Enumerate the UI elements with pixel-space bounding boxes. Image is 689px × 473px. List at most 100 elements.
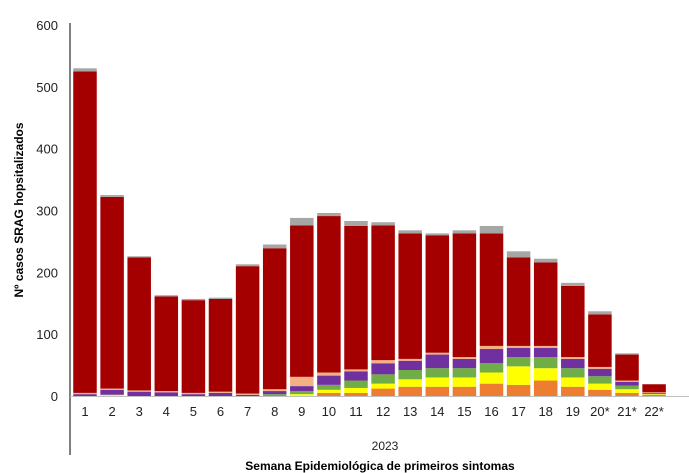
x-tick-label: 16 [484, 404, 498, 419]
bar-segment [642, 384, 666, 393]
bar-segment [262, 389, 287, 392]
bar-segment [479, 383, 504, 396]
bar-stack-17 [506, 251, 531, 396]
bar-segment [317, 372, 341, 376]
bar-segment [181, 300, 206, 393]
bar-segment [425, 386, 450, 396]
bar-segment [235, 393, 260, 395]
bar-segment [100, 196, 124, 389]
x-tick-label: 6 [217, 404, 224, 419]
bar-segment [533, 258, 558, 263]
x-axis-title: Semana Epidemiológica de primeiros sinto… [245, 459, 515, 473]
x-tick-label: 11 [349, 404, 363, 419]
bar-stack-4 [154, 295, 179, 396]
bar-segment [73, 71, 97, 393]
bar-stack-19 [561, 282, 585, 396]
bar-stack-3 [127, 256, 151, 396]
bar-segment [533, 347, 558, 358]
bar-segment [154, 295, 179, 297]
bar-segment [181, 392, 206, 395]
bar-segment [235, 264, 260, 267]
x-tick-label: 14 [430, 404, 444, 419]
bar-stack-6 [208, 297, 233, 396]
bar-stack-21* [615, 353, 639, 396]
bar-stack-8 [262, 244, 287, 396]
bar-stack-9 [290, 217, 314, 396]
bar-segment [371, 374, 395, 384]
bar-segment [371, 360, 395, 364]
bar-stacks [73, 68, 666, 396]
bar-segment [154, 391, 179, 393]
bar-segment [561, 357, 585, 359]
bar-segment [588, 389, 612, 396]
bar-segment [479, 363, 504, 373]
bar-segment [317, 212, 341, 217]
bar-segment [506, 347, 531, 358]
bar-segment [642, 392, 666, 394]
bar-segment [371, 363, 395, 375]
bar-segment [262, 244, 287, 249]
bar-segment [100, 389, 124, 395]
bar-segment [181, 394, 206, 396]
bar-segment [588, 368, 612, 377]
x-tick-label: 4 [163, 404, 170, 419]
bar-segment [425, 352, 450, 355]
bar-segment [588, 376, 612, 384]
bar-segment [398, 370, 422, 380]
y-axis-title: Nº casos SRAG hopsitalizados [12, 122, 26, 297]
x-tick-label: 21* [617, 404, 637, 419]
bar-segment [127, 391, 151, 396]
bar-segment [154, 296, 179, 392]
bar-segment [588, 366, 612, 369]
bar-segment [452, 357, 477, 359]
bar-stack-7 [235, 264, 260, 396]
bar-segment [290, 386, 314, 392]
bar-segment [452, 358, 477, 369]
bar-segment [452, 368, 477, 378]
bar-segment [262, 394, 287, 396]
x-tick-labels: 1 2 3 4 5 6 7 8 9 10 11 12 13 14 15 16 17 18 19 20* 21* 22* [81, 404, 663, 419]
bar-segment [73, 394, 97, 396]
x-tick-label: 8 [271, 404, 278, 419]
bar-segment [154, 392, 179, 396]
y-tick-labels: 0 100 200 300 400 500 600 [36, 18, 58, 404]
x-tick-label: 5 [190, 404, 197, 419]
x-tick-label: 13 [403, 404, 417, 419]
bar-stack-15 [452, 230, 477, 396]
bar-stack-12 [371, 222, 395, 396]
bar-segment [588, 314, 612, 367]
bar-segment [533, 345, 558, 348]
y-tick-label: 100 [36, 327, 58, 342]
bar-segment [127, 256, 151, 258]
bar-segment [208, 298, 233, 392]
bar-segment [290, 225, 314, 377]
bar-segment [371, 222, 395, 226]
bar-segment [127, 390, 151, 392]
bar-segment [398, 358, 422, 361]
bar-segment [398, 386, 422, 396]
x-tick-label: 7 [244, 404, 251, 419]
bar-stack-2 [100, 195, 124, 396]
bar-segment [506, 384, 531, 396]
bar-segment [452, 230, 477, 234]
x-tick-label: 1 [81, 404, 88, 419]
bar-segment [208, 391, 233, 393]
bar-segment [317, 375, 341, 385]
bar-segment [127, 257, 151, 391]
bar-segment [506, 251, 531, 258]
bar-segment [642, 394, 666, 395]
bar-segment [371, 225, 395, 361]
bar-segment [561, 358, 585, 369]
bar-stack-5 [181, 298, 206, 396]
x-tick-label: 18 [538, 404, 552, 419]
bar-segment [561, 285, 585, 358]
bar-segment [615, 389, 639, 393]
bar-segment [506, 357, 531, 367]
bar-segment [425, 354, 450, 369]
bar-segment [344, 221, 368, 226]
bar-stack-14 [425, 233, 450, 396]
bar-segment [208, 297, 233, 299]
x-tick-label: 3 [136, 404, 143, 419]
y-tick-label: 300 [36, 204, 58, 219]
bar-segment [262, 391, 287, 395]
